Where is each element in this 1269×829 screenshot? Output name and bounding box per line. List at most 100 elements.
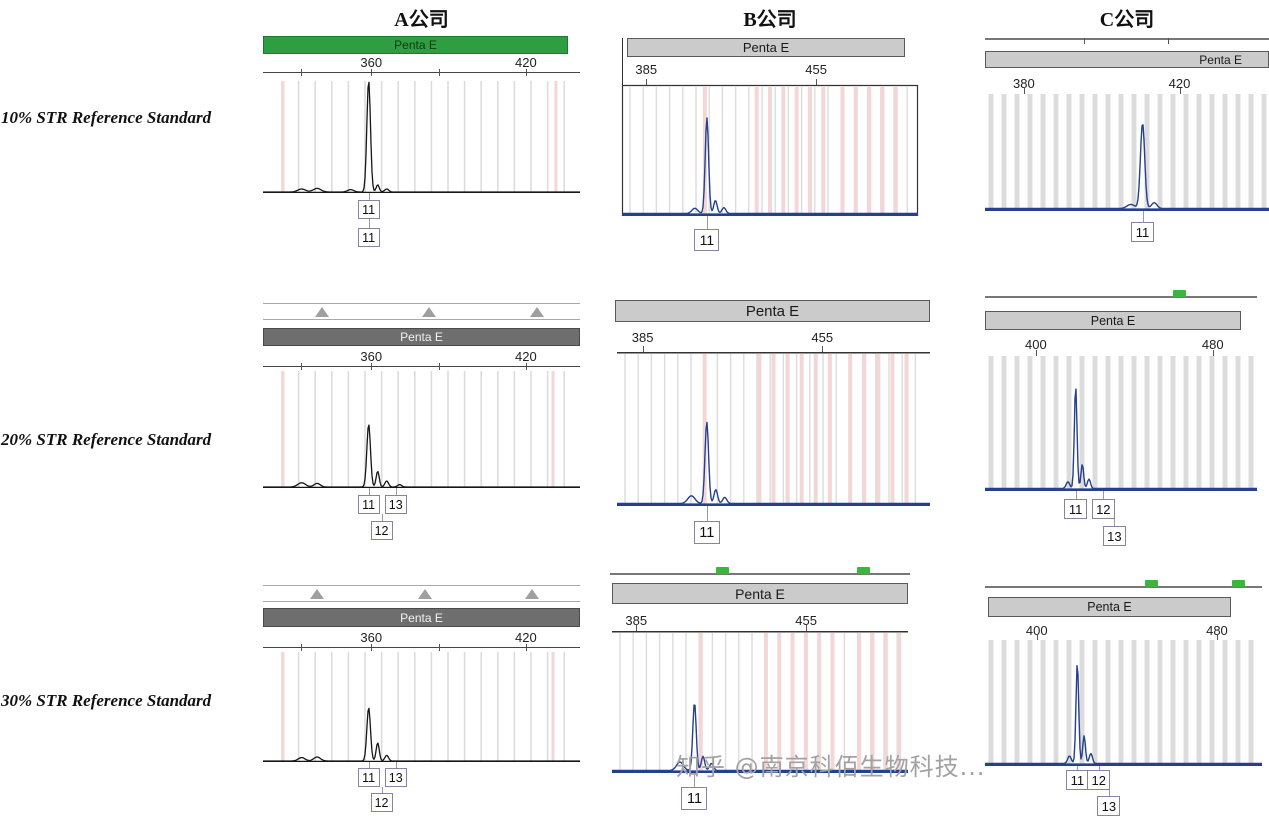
axis-tick xyxy=(1216,634,1218,640)
allele-call: 11 xyxy=(357,495,380,514)
trace-path xyxy=(263,81,580,193)
allele-call: 11 xyxy=(357,228,380,247)
allele-connector xyxy=(1114,519,1116,526)
axis-tick-label: 385 xyxy=(625,613,648,628)
axis-tick-label: 385 xyxy=(635,62,658,77)
axis-tick-label: 360 xyxy=(360,55,383,70)
allele-call: 11 xyxy=(1131,222,1155,242)
allele-call: 11 xyxy=(681,787,708,810)
axis-tick xyxy=(301,644,303,651)
marker-triangle-icon xyxy=(530,307,545,317)
allele-call: 12 xyxy=(370,793,393,812)
axis-tick xyxy=(636,625,638,631)
trace-path xyxy=(263,707,580,762)
axis-tick xyxy=(806,625,808,631)
allele-connector xyxy=(1098,766,1100,770)
allele-marker-strip xyxy=(263,303,580,320)
trace-path xyxy=(612,704,908,772)
column-header-company-b: B公司 xyxy=(743,9,797,31)
top-ruler-line xyxy=(610,573,910,575)
axis-tick-label: 455 xyxy=(811,330,834,345)
trace-path xyxy=(985,388,1257,490)
plot-area-c1 xyxy=(985,94,1269,211)
column-header-company-c: C公司 xyxy=(1099,9,1155,31)
column-header-company-a: A公司 xyxy=(394,9,449,31)
axis-ruler-line xyxy=(263,647,580,648)
marker-triangle-icon xyxy=(309,589,324,599)
row-label-10-percent: 10% STR Reference Standard xyxy=(1,108,212,127)
allele-connector xyxy=(381,514,383,521)
allele-call: 12 xyxy=(1091,499,1115,519)
row-label-20-percent: 20% STR Reference Standard xyxy=(1,430,212,449)
axis-tick-label: 400 xyxy=(1025,337,1047,352)
axis-tick xyxy=(438,69,440,76)
locus-bar: Penta E xyxy=(263,328,580,346)
axis-tick xyxy=(646,79,648,85)
top-ruler-line xyxy=(985,296,1257,298)
allele-connector xyxy=(706,216,708,229)
allele-connector xyxy=(1108,790,1110,796)
allele-connector xyxy=(381,787,383,793)
marker-triangle-icon xyxy=(314,307,329,317)
plot-area-b3 xyxy=(612,631,908,773)
axis-tick-label: 420 xyxy=(1168,76,1191,91)
locus-bar: Penta E xyxy=(985,311,1241,330)
locus-bar: Penta E xyxy=(615,300,930,322)
allele-connector xyxy=(1075,491,1077,499)
quality-marker-icon xyxy=(857,567,870,574)
axis-tick-label: 455 xyxy=(795,613,817,628)
allele-call: 11 xyxy=(1065,770,1089,790)
axis-tick xyxy=(1035,350,1037,356)
axis-tick-label: 360 xyxy=(360,630,383,645)
axis-ruler-line xyxy=(263,366,580,367)
allele-connector xyxy=(395,488,397,495)
allele-call: 12 xyxy=(1087,770,1111,790)
allele-connector xyxy=(395,762,397,768)
axis-tick xyxy=(1212,350,1214,356)
allele-call: 13 xyxy=(384,768,407,787)
axis-tick-label: 360 xyxy=(360,349,383,364)
allele-connector xyxy=(1142,211,1144,222)
marker-triangle-icon xyxy=(417,589,432,599)
quality-marker-icon xyxy=(1231,580,1245,587)
marker-triangle-icon xyxy=(422,307,437,317)
axis-ruler-line xyxy=(263,72,580,73)
plot-area-a1 xyxy=(263,81,580,194)
row-label-30-percent: 30% STR Reference Standard xyxy=(1,691,212,710)
watermark: 知乎 @南京科佰生物科技... xyxy=(676,753,986,781)
axis-tick-label: 380 xyxy=(1013,76,1035,91)
axis-tick xyxy=(642,346,644,352)
axis-tick xyxy=(301,69,303,76)
top-ruler-line xyxy=(985,38,1269,40)
plot-area-b2 xyxy=(617,352,930,506)
axis-tick-label: 420 xyxy=(515,349,537,364)
plot-area-b1 xyxy=(621,84,919,216)
axis-tick xyxy=(1179,88,1181,94)
allele-connector xyxy=(368,219,370,228)
axis-tick xyxy=(822,346,824,352)
axis-tick xyxy=(816,79,818,85)
allele-call: 11 xyxy=(693,521,720,544)
axis-tick xyxy=(1023,88,1025,94)
allele-connector xyxy=(694,773,696,787)
locus-bar: Penta E xyxy=(988,597,1231,617)
allele-call: 13 xyxy=(384,495,407,514)
allele-call: 13 xyxy=(1097,796,1121,816)
trace-path xyxy=(985,665,1262,765)
allele-connector xyxy=(1077,766,1079,770)
quality-marker-icon xyxy=(716,567,729,574)
locus-bar: Penta E xyxy=(263,36,568,54)
plot-area-a2 xyxy=(263,371,580,489)
axis-tick xyxy=(438,644,440,651)
quality-marker-icon xyxy=(1172,290,1186,297)
top-ruler-line xyxy=(985,586,1262,588)
ruler-tick xyxy=(1168,38,1170,44)
quality-marker-icon xyxy=(1144,580,1158,587)
axis-tick-label: 385 xyxy=(631,330,654,345)
locus-bar: Penta E xyxy=(985,51,1269,68)
locus-bar: Penta E xyxy=(263,608,580,627)
locus-bar: Penta E xyxy=(612,583,908,604)
allele-connector xyxy=(368,193,370,200)
allele-call: 11 xyxy=(1064,499,1088,519)
